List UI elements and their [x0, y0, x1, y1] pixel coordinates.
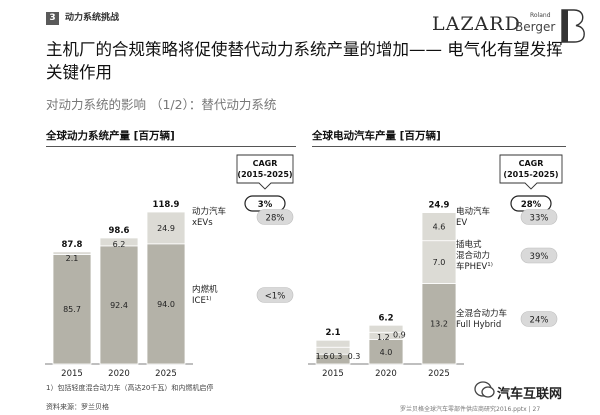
lazard-logo: LAZARD — [432, 13, 521, 35]
bar-label-2020-s2: 0.9 — [393, 330, 406, 339]
bar-2025-xev — [146, 211, 186, 245]
legend-label-1-line-1: 混合动力 — [456, 250, 490, 261]
footnote: 1）包括轻度混合动力车（高达20千瓦）和内燃机启停 — [46, 384, 214, 392]
x-tick-2025: 2025 — [155, 369, 177, 379]
roland-berger-logo-top: Roland — [530, 12, 551, 19]
bar-2015-xev — [52, 251, 92, 255]
bar-2020-xev — [99, 237, 139, 247]
source-note: 资料来源：罗兰贝格 — [46, 403, 109, 411]
chart1-title: 全球动力系统产量 [百万辆] — [46, 130, 175, 142]
section-number-badge: 3 — [46, 12, 59, 25]
x-tick-2025: 2025 — [428, 369, 450, 379]
bar-label-2015-s1: 0.3 — [330, 352, 343, 361]
bar-label-2020-s0: 92.4 — [110, 301, 128, 310]
legend-label-2-line-0: 全混合动力车 — [456, 308, 507, 319]
legend-label-1-line-1: ICE1) — [192, 296, 211, 306]
bar-2025-s0 — [421, 283, 457, 365]
chart2-title: 全球电动汽车产量 [百万辆] — [312, 130, 441, 142]
cagr-header-box — [499, 154, 563, 190]
x-tick-2020: 2020 — [375, 369, 397, 379]
footer-page-info: 罗兰贝格全球汽车零部件供应商研究2016.pptx | 27 — [400, 406, 541, 413]
bar-label-2015-s0: 1.6 — [316, 352, 329, 361]
chart1: 85.7 2.1 87.8 2015 92.4 6.2 98.6 2020 94.0 24.9 11… — [45, 154, 294, 379]
legend-label-1-line-0: 内燃机 — [192, 284, 218, 295]
bar-total-2020: 98.6 — [109, 226, 130, 236]
cagr-header-line-1: (2015-2025) — [237, 170, 292, 179]
bar-label-2025-s2: 4.6 — [433, 223, 446, 232]
total-cagr-value: 3% — [258, 200, 273, 210]
roland-berger-logo-bottom: Berger — [515, 20, 556, 34]
section-label: 动力系统挑战 — [65, 13, 120, 23]
bar-2025-ice — [146, 243, 186, 365]
wechat-logo-icon — [474, 381, 495, 398]
x-tick-2020: 2020 — [108, 369, 130, 379]
bar-2020-s2 — [368, 324, 404, 333]
bar-total-2025: 24.9 — [429, 201, 450, 211]
cagr-header-box — [236, 154, 294, 190]
bar-total-2015: 87.8 — [62, 240, 83, 250]
legend-label-1-line-0: 插电式 — [456, 239, 482, 250]
legend-label-0-line-0: 动力汽车 — [192, 206, 226, 217]
legend-label-0-line-1: EV — [456, 218, 467, 228]
x-tick-2015: 2015 — [61, 369, 83, 379]
bar-2015-s2 — [315, 339, 351, 348]
bar-label-2020-s1: 6.2 — [113, 240, 126, 249]
bar-total-2025: 118.9 — [153, 200, 180, 210]
legend-label-1-line-2: 车PHEV1) — [456, 261, 493, 272]
cagr-header-line-0: CAGR — [519, 159, 544, 168]
cagr-header-line-0: CAGR — [253, 159, 278, 168]
bar-label-2025-s0: 13.2 — [430, 320, 448, 329]
cagr-badge-0 — [520, 209, 558, 225]
bar-2025-s2 — [421, 212, 457, 242]
bar-label-2015-s2: 0.3 — [348, 352, 361, 361]
bar-label-2020-s1: 1.2 — [377, 333, 390, 342]
roland-berger-b-icon — [561, 9, 585, 43]
cagr-value-1: 39% — [530, 252, 549, 262]
bar-label-2015-s0: 85.7 — [63, 305, 81, 314]
bar-2025-s1 — [421, 240, 457, 284]
legend-footnote-mark: 1) — [206, 296, 212, 302]
bar-total-2015: 2.1 — [325, 328, 340, 338]
bar-label-2025-s1: 7.0 — [433, 258, 446, 267]
legend-label-2-line-1: Full Hybrid — [456, 320, 501, 330]
cagr-header-line-1: (2015-2025) — [503, 170, 558, 179]
total-cagr-value: 28% — [521, 200, 542, 210]
legend-label-0-line-1: xEVs — [192, 218, 213, 228]
legend-footnote-mark: 1) — [487, 262, 493, 268]
page-title: 主机厂的合规策略将促使替代动力系统产量的增加—— 电气化有望发挥关键作用 — [46, 40, 563, 82]
cagr-badge-1 — [520, 247, 558, 264]
watermark-text: 汽车互联网 — [497, 387, 563, 402]
bar-total-2020: 6.2 — [378, 313, 393, 323]
chart2-title-rule — [312, 146, 566, 147]
cagr-value-2: 24% — [530, 316, 549, 326]
x-tick-2015: 2015 — [322, 369, 344, 379]
chart1-title-rule — [46, 146, 296, 147]
bar-2020-s0 — [368, 339, 404, 365]
page-subtitle: 对动力系统的影响 （1/2）：替代动力系统 — [46, 97, 277, 112]
cagr-value-0: 28% — [266, 214, 285, 224]
cagr-value-1: <1% — [265, 292, 286, 302]
bar-label-2015-s1: 2.1 — [66, 254, 79, 263]
cagr-badge-0 — [256, 209, 294, 225]
cagr-badge-2 — [520, 311, 558, 327]
bar-label-2025-s1: 24.9 — [157, 224, 175, 233]
bar-label-2025-s0: 94.0 — [157, 300, 175, 309]
legend-label-0-line-0: 电动汽车 — [456, 206, 490, 217]
cagr-badge-1 — [256, 287, 294, 303]
bar-label-2020-s0: 4.0 — [380, 348, 393, 357]
cagr-value-0: 33% — [530, 214, 549, 224]
